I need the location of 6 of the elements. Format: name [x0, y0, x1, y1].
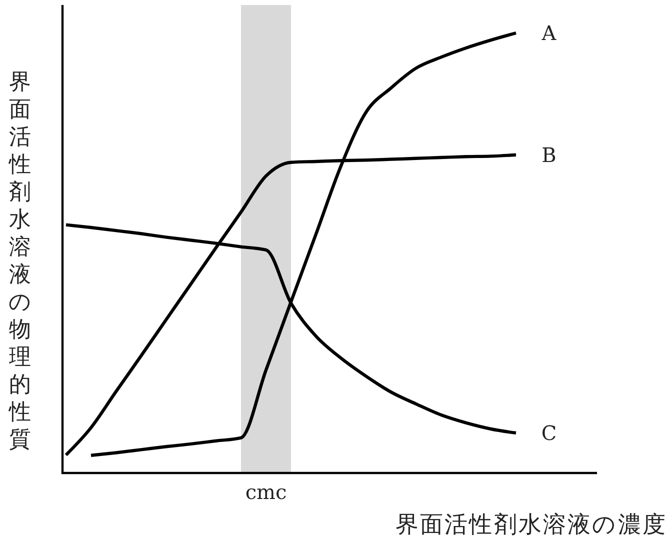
- text: 界面活性剤水溶液の物理的性質: [8, 70, 32, 452]
- series-label: C: [541, 420, 557, 445]
- text: cmc: [245, 480, 287, 504]
- series-label: B: [542, 142, 556, 167]
- series-label: A: [540, 21, 557, 45]
- x-axis-title: 界面活性剤水溶液の濃度: [395, 512, 667, 538]
